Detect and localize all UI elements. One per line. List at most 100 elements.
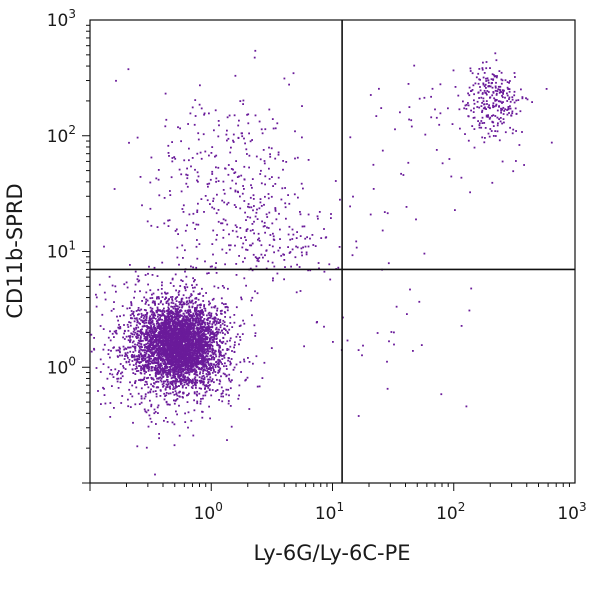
data-point (135, 370, 138, 372)
data-point (167, 302, 170, 305)
data-point (223, 327, 225, 330)
data-point (221, 363, 224, 365)
data-point (151, 301, 154, 304)
data-point (204, 150, 207, 153)
data-point (208, 328, 211, 330)
data-point (200, 339, 203, 341)
data-point (173, 393, 176, 396)
data-point (156, 367, 159, 370)
data-point (168, 332, 170, 335)
data-point (206, 199, 209, 202)
data-point (213, 381, 215, 384)
data-point (176, 362, 179, 364)
data-point (179, 361, 182, 364)
data-point (119, 363, 122, 365)
data-point (217, 286, 220, 289)
data-point (211, 146, 214, 148)
data-point (131, 356, 133, 359)
data-point (147, 304, 150, 306)
data-point (111, 332, 114, 335)
data-point (211, 339, 214, 341)
data-point (179, 329, 181, 332)
data-point (235, 206, 237, 208)
data-point (213, 306, 215, 309)
data-point (211, 265, 213, 268)
data-point (251, 269, 254, 272)
data-point (150, 332, 152, 335)
data-point (168, 350, 171, 353)
data-point (187, 379, 189, 381)
data-point (229, 322, 232, 324)
data-point (137, 342, 140, 344)
data-point (185, 296, 188, 299)
data-point (186, 361, 189, 363)
data-point (155, 342, 158, 344)
data-point (207, 387, 210, 389)
data-point (181, 370, 184, 373)
data-point (213, 207, 216, 210)
data-point (131, 335, 134, 338)
data-point (186, 347, 188, 349)
data-point (133, 333, 136, 336)
data-point (159, 332, 162, 335)
data-point (203, 307, 206, 310)
data-point (143, 335, 146, 337)
data-point (152, 346, 154, 348)
data-point (207, 370, 210, 373)
data-point (203, 347, 205, 350)
data-point (191, 327, 194, 329)
data-point (160, 373, 163, 376)
data-point (193, 280, 195, 283)
data-point (234, 224, 237, 227)
data-point (157, 361, 159, 364)
data-point (182, 354, 185, 356)
data-point (146, 377, 148, 380)
data-point (155, 365, 157, 367)
data-point (211, 330, 214, 333)
data-point (156, 406, 159, 409)
data-point (204, 323, 207, 326)
data-point (186, 364, 189, 366)
data-point (95, 367, 98, 369)
data-point (204, 394, 207, 397)
data-point (174, 382, 177, 385)
data-point (111, 284, 114, 287)
data-point (171, 310, 174, 313)
data-point (153, 328, 155, 330)
data-point (158, 319, 161, 321)
data-point (182, 332, 185, 334)
data-point (171, 299, 174, 302)
data-point (201, 326, 204, 329)
data-point (138, 345, 140, 348)
data-point (157, 288, 160, 291)
data-point (164, 333, 166, 336)
data-point (167, 403, 169, 406)
data-point (93, 348, 96, 351)
data-point (176, 334, 178, 337)
data-point (200, 327, 203, 330)
data-point (137, 339, 140, 342)
data-point (162, 385, 164, 388)
data-point (181, 396, 184, 398)
data-point (149, 350, 152, 352)
data-point (173, 372, 175, 375)
data-point (217, 369, 220, 372)
data-point (275, 218, 278, 221)
data-point (188, 315, 191, 317)
data-point (215, 333, 218, 336)
data-point (221, 322, 224, 325)
data-point (195, 343, 197, 345)
data-point (190, 381, 193, 384)
data-point (183, 369, 185, 371)
data-point (130, 317, 132, 320)
data-point (159, 365, 162, 367)
data-point (175, 300, 178, 302)
data-point (148, 347, 151, 349)
data-point (192, 302, 195, 305)
data-point (188, 381, 190, 384)
data-point (209, 417, 211, 420)
data-point (254, 332, 257, 335)
data-point (131, 368, 134, 371)
data-point (149, 399, 151, 402)
